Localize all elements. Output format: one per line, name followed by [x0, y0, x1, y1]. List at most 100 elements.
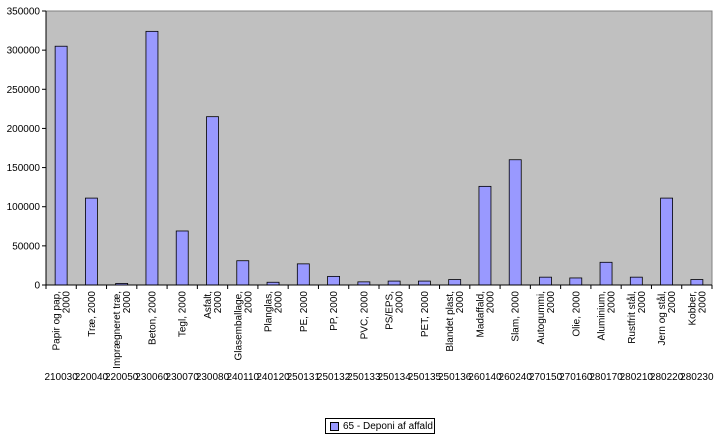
bar	[206, 116, 219, 286]
bar	[236, 260, 250, 286]
x-tick-label-line: PE, 2000	[299, 291, 310, 333]
x-tick-label: Blandet plast, 2000	[445, 291, 466, 352]
x-tick-label: Beton, 2000	[147, 291, 158, 345]
x-tick-label-line: 2000	[667, 291, 678, 314]
x-tick-label-line: Slam, 2000	[511, 291, 522, 342]
bar	[54, 45, 68, 286]
x-tick-label-line: PET, 2000	[420, 291, 431, 338]
x-tick-label: Træ, 2000	[87, 291, 98, 337]
x-code-label: 280230	[680, 372, 714, 383]
y-tick-label: 250000	[7, 85, 41, 96]
x-tick-label: Papir og pap, 2000	[52, 291, 73, 351]
x-tick-label-line: Olie, 2000	[571, 291, 582, 337]
x-code-label: 270160	[559, 372, 593, 383]
y-tick-label: 200000	[7, 124, 41, 135]
x-tick-label-line: Autogummi,	[536, 291, 547, 344]
x-tick-label-line: 2000	[395, 291, 406, 314]
x-code-label: 220050	[105, 372, 139, 383]
x-tick-label: Glasemballage, 2000	[233, 291, 254, 361]
x-tick-label-line: 2000	[213, 291, 224, 314]
x-tick-label-line: Planglas,	[264, 291, 275, 332]
x-tick-label: PE, 2000	[299, 291, 310, 333]
bar	[539, 276, 552, 286]
x-tick-label: Asfalt, 2000	[203, 291, 224, 319]
y-tick-label: 100000	[7, 202, 41, 213]
x-tick-label: Olie, 2000	[571, 291, 582, 337]
x-tick-label-line: PVC, 2000	[359, 291, 370, 340]
x-tick-label-line: Beton, 2000	[147, 291, 158, 345]
x-tick-label: Imprægneret træ, 2000	[112, 291, 133, 369]
x-tick-label-line: 2000	[697, 291, 708, 314]
x-tick-label: PVC, 2000	[359, 291, 370, 340]
x-tick-label: Jern og stål, 2000	[656, 291, 678, 346]
legend: 65 - Deponi af affald	[325, 418, 435, 434]
x-tick-label-line: Glasemballage,	[233, 291, 244, 360]
x-code-label: 240120	[256, 372, 290, 383]
x-code-label: 220040	[75, 372, 109, 383]
x-tick-label-line: 2000	[607, 291, 618, 314]
x-code-label: 210030	[44, 372, 78, 383]
x-code-label: 250136	[438, 372, 472, 383]
bar	[327, 275, 340, 286]
x-tick-label-line: Papir og pap,	[52, 291, 63, 351]
x-tick-label-line: Rustfrit stål,	[626, 291, 638, 344]
bar	[387, 280, 401, 286]
bar	[629, 276, 643, 286]
x-tick-label-line: Aluminium,	[597, 291, 608, 340]
x-tick-label: Aluminium, 2000	[597, 291, 618, 341]
y-axis: 0 50000 100000 150000 200000 250000 300000 3500…	[7, 7, 47, 292]
x-tick-label-line: 2000	[455, 291, 466, 314]
bars	[54, 30, 704, 286]
x-tick-label-line: 2000	[546, 291, 557, 314]
x-code-label: 250133	[347, 372, 381, 383]
x-tick-label-line: Tegl, 2000	[178, 291, 189, 338]
bar	[145, 30, 159, 286]
x-tick-label-line: Blandet plast,	[445, 291, 456, 352]
x-code-label: 270150	[529, 372, 563, 383]
x-code-label: 230060	[135, 372, 169, 383]
x-code-label: 250134	[377, 372, 411, 383]
x-tick-label-line: Kobber,	[687, 291, 698, 325]
x-tick-label-line: PP, 2000	[329, 291, 340, 331]
x-tick-label-line: Asfalt,	[203, 291, 214, 319]
x-tick-label-line: Imprægneret træ,	[112, 291, 123, 369]
bar	[85, 197, 98, 286]
bar	[569, 277, 583, 286]
x-code-label: 240110	[226, 372, 259, 383]
x-code-label: 280220	[650, 372, 684, 383]
x-code-label: 250131	[287, 372, 321, 383]
x-code-label: 250132	[317, 372, 351, 383]
x-tick-label-line: 2000	[274, 291, 285, 314]
x-code-label: 230070	[166, 372, 200, 383]
bar	[508, 159, 522, 286]
x-tick-label: Madaffald, 2000	[475, 291, 496, 338]
x-axis: Papir og pap, 2000 Træ, 2000 Imprægneret tr…	[44, 284, 714, 383]
x-tick-label: Rustfrit stål, 2000	[626, 291, 648, 344]
bar	[478, 185, 492, 286]
y-tick-label: 50000	[12, 241, 40, 252]
legend-label: 65 - Deponi af affald	[343, 420, 433, 432]
x-code-label: 280210	[620, 372, 654, 383]
bar	[690, 279, 704, 286]
x-code-label: 280170	[589, 372, 623, 383]
x-tick-label: Autogummi, 2000	[536, 291, 557, 345]
y-tick-label: 0	[34, 281, 40, 292]
y-tick-label: 150000	[7, 163, 41, 174]
x-tick-label: Tegl, 2000	[178, 291, 189, 338]
y-tick-label: 300000	[7, 46, 41, 57]
x-tick-label: Planglas, 2000	[264, 291, 285, 333]
x-code-label: 250135	[408, 372, 442, 383]
x-tick-label: Slam, 2000	[511, 291, 522, 342]
x-tick-label-line: 2000	[485, 291, 496, 314]
x-tick-label-line: 2000	[62, 291, 73, 314]
x-code-label: 260140	[468, 372, 502, 383]
x-tick-label-line: Madaffald,	[475, 291, 486, 338]
bar	[175, 230, 189, 286]
x-tick-label-line: Træ, 2000	[87, 291, 98, 337]
x-tick-label-line: PS/EPS,	[385, 291, 396, 330]
bar	[599, 261, 613, 286]
bar	[448, 279, 462, 286]
x-code-label: 230080	[196, 372, 230, 383]
x-tick-label-line: Jern og stål,	[656, 291, 668, 345]
